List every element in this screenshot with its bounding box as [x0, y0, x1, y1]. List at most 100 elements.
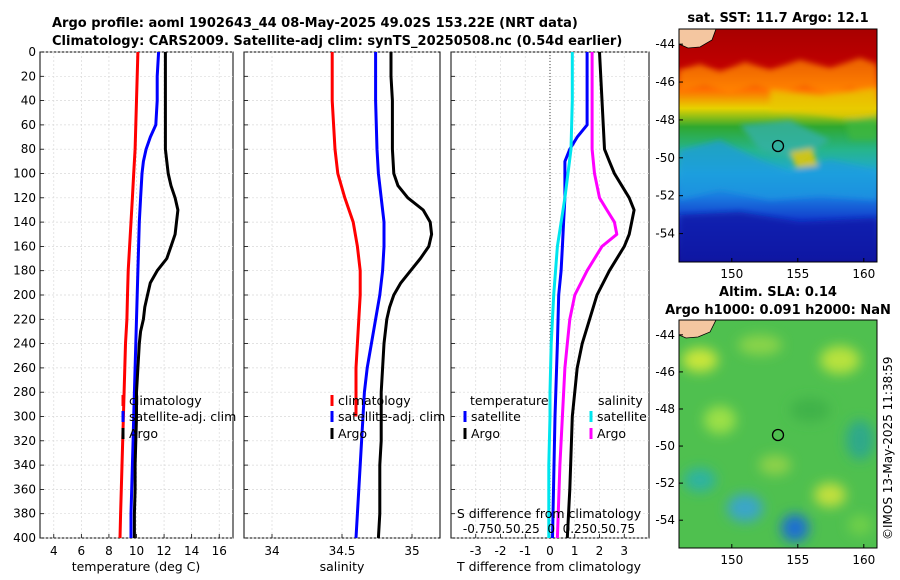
map-y-tick-label: -46 [655, 365, 675, 379]
x-tick-label: 12 [156, 544, 171, 558]
x-tick-label: 14 [184, 544, 199, 558]
legend-satellite-adj-label: satellite-adj. clim [338, 409, 445, 424]
t-difference-axis-label: T difference from climatology [456, 559, 642, 574]
x-tick-label: 1 [571, 544, 579, 558]
series-climatology-line [330, 52, 362, 417]
legend-satellite-adj-label: satellite-adj. clim [129, 409, 236, 424]
legend-climatology-label: climatology [129, 393, 202, 408]
x-tick-label: 8 [105, 544, 113, 558]
x-tick-label: -2 [495, 544, 507, 558]
y-tick-label: 180 [13, 264, 36, 278]
legend-temp-argo-label: Argo [471, 426, 500, 441]
difference-plot: -3 -2 -1 0 1 2 3 [451, 51, 649, 558]
map-x-tick-label: 155 [786, 553, 809, 567]
x-tick-label: 4 [50, 544, 58, 558]
y-tick-label: 0 [28, 45, 36, 59]
sla-land [679, 320, 717, 339]
y-tick-label: 220 [13, 312, 36, 326]
map-y-tick-label: -44 [655, 37, 675, 51]
x-tick-label: 34.5 [329, 544, 356, 558]
sst-argo-location-marker [771, 139, 785, 153]
legend-climatology-label: climatology [338, 393, 411, 408]
y-tick-label: 320 [13, 434, 36, 448]
series-argo-line [132, 52, 180, 538]
x-tick-label: 6 [78, 544, 86, 558]
legend-argo-label: Argo [338, 426, 367, 441]
sla-field-texture [682, 335, 874, 542]
y-tick-label: 20 [21, 69, 36, 83]
y-tick-label: 60 [21, 118, 36, 132]
y-tick-label: 340 [13, 458, 36, 472]
series-satellite-adj-clim-line [129, 51, 161, 538]
sst-map: sat. SST: 11.7 Argo: 12.1 150 155 160 -44 -4… [655, 11, 878, 281]
series-salinity-argo-line [555, 52, 619, 539]
y-tick-label: 360 [13, 482, 36, 496]
copyright-stamp: ©IMOS 13-May-2025 11:38:59 [881, 356, 895, 540]
series-salinity-satellite-line [547, 52, 574, 538]
s-difference-axis-label: S difference from climatology [457, 506, 642, 521]
y-tick-label: 100 [13, 167, 36, 181]
series-climatology-line [118, 51, 140, 539]
map-y-tick-label: -48 [655, 113, 675, 127]
x-tick-label: -1 [519, 544, 531, 558]
map-x-tick-label: 160 [852, 267, 875, 281]
x-tick-label: 16 [212, 544, 227, 558]
temperature-plot: 0 20 40 60 80 100 120 140 160 180 200 220 240 260 280 3… [13, 45, 233, 558]
series-temperature-argo-line [565, 51, 636, 539]
legend-temperature-title: temperature [470, 393, 549, 408]
x-tick-label: -3 [470, 544, 482, 558]
x-tick-label: 34 [264, 544, 279, 558]
map-y-tick-label: -52 [655, 189, 675, 203]
map-y-tick-label: -48 [655, 402, 675, 416]
y-tick-label: 280 [13, 385, 36, 399]
legend-salinity-title: salinity [598, 393, 643, 408]
y-tick-label: 120 [13, 191, 36, 205]
map-x-tick-label: 150 [720, 267, 743, 281]
figure-title-line2: Climatology: CARS2009. Satellite-adj cli… [52, 34, 622, 49]
sst-field-texture [679, 58, 877, 262]
sst-map-title: sat. SST: 11.7 Argo: 12.1 [687, 11, 868, 26]
y-tick-label: 40 [21, 94, 36, 108]
sla-map-title-line1: Altim. SLA: 0.14 [719, 285, 837, 300]
map-y-tick-label: -52 [655, 476, 675, 490]
y-tick-label: 140 [13, 215, 36, 229]
salinity-axis-label: salinity [320, 559, 365, 574]
map-y-tick-label: -46 [655, 75, 675, 89]
map-x-tick-label: 160 [852, 553, 875, 567]
legend-argo-label: Argo [129, 426, 158, 441]
x-tick-label: 10 [129, 544, 144, 558]
legend-temp-satellite-label: satellite [471, 409, 521, 424]
map-y-tick-label: -50 [655, 151, 675, 165]
salinity-plot: 34 34.5 35 [244, 51, 440, 558]
series-argo-line [376, 52, 434, 539]
y-tick-label: 240 [13, 337, 36, 351]
map-x-tick-label: 155 [786, 267, 809, 281]
difference-legend: temperature satellite Argo salinity sate… [463, 393, 647, 441]
map-y-tick-label: -50 [655, 439, 675, 453]
y-tick-label: 380 [13, 507, 36, 521]
x-tick-label: 0 [546, 544, 554, 558]
map-y-tick-label: -44 [655, 328, 675, 342]
legend-sal-satellite-label: satellite [597, 409, 647, 424]
temperature-axis-label: temperature (deg C) [72, 559, 201, 574]
figure-title-line1: Argo profile: aoml 1902643_44 08-May-202… [52, 16, 578, 31]
sst-map-frame [678, 28, 878, 263]
map-y-tick-label: -54 [655, 227, 675, 241]
y-tick-label: 300 [13, 410, 36, 424]
y-tick-label: 160 [13, 239, 36, 253]
y-tick-label: 80 [21, 142, 36, 156]
x-tick-label: 3 [620, 544, 628, 558]
sla-map: Altim. SLA: 0.14 Argo h1000: 0.091 h2000… [655, 285, 890, 567]
y-tick-label: 260 [13, 361, 36, 375]
sla-map-title-line2: Argo h1000: 0.091 h2000: NaN [665, 303, 891, 318]
legend-sal-argo-label: Argo [597, 426, 626, 441]
temperature-legend: climatology satellite-adj. clim Argo [121, 393, 236, 441]
sla-argo-location-marker [771, 428, 785, 442]
x-tick-label: 35 [404, 544, 419, 558]
x-tick-label: 2 [596, 544, 604, 558]
sst-land [679, 29, 717, 49]
map-x-tick-label: 150 [720, 553, 743, 567]
series-satellite-adj-clim-line [354, 52, 386, 539]
s-difference-tick-labels: -0.750.50.25 0 0.250.50.75 [463, 522, 635, 536]
